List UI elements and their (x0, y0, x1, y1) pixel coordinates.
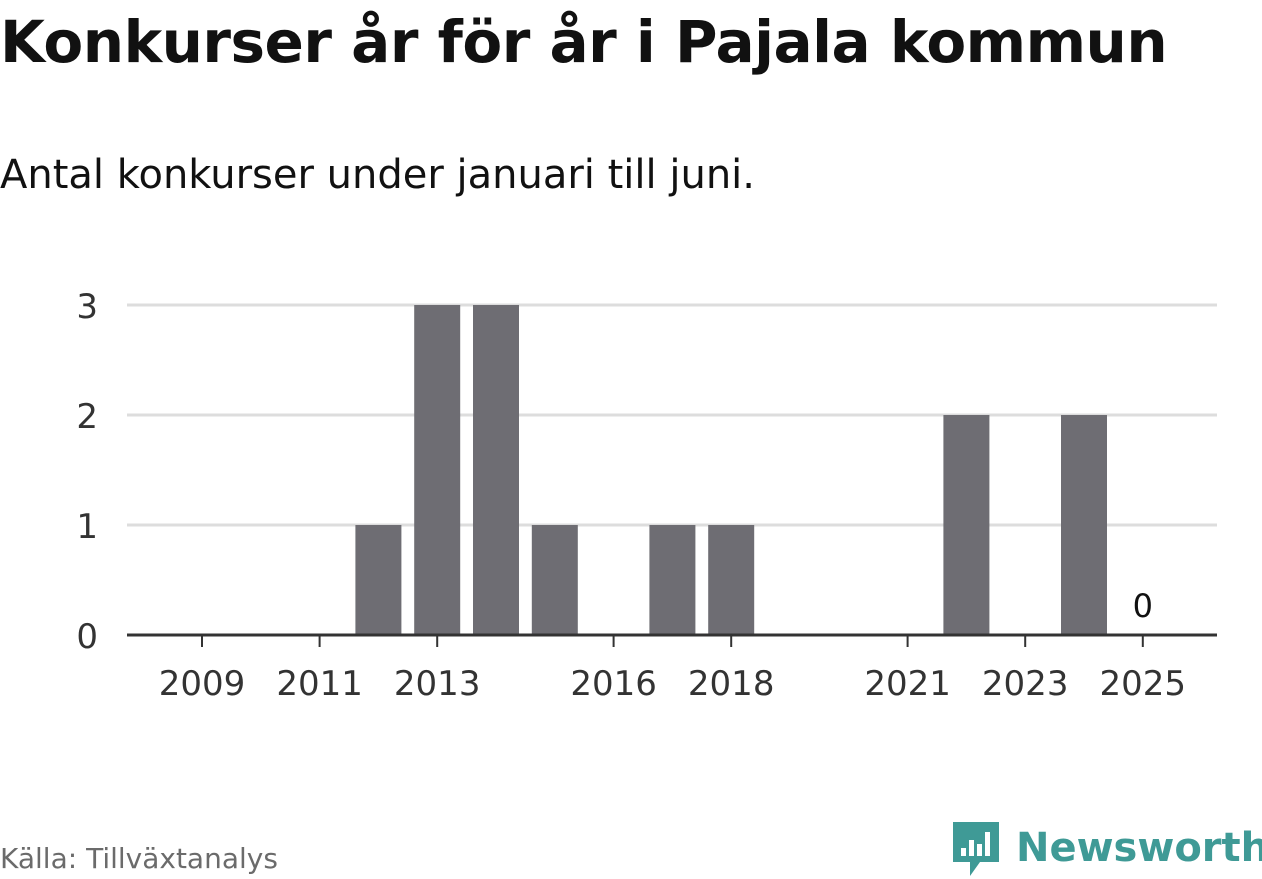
bar-2018 (708, 525, 755, 635)
x-tick-label: 2009 (159, 664, 246, 704)
gridlines (127, 303, 1217, 527)
bar-2013 (414, 305, 461, 635)
bar-2014 (473, 305, 519, 635)
y-axis-ticks: 0 1 2 3 (76, 287, 98, 657)
chart-title: Konkurser år för år i Pajala kommun (0, 8, 1168, 76)
x-tick-label: 2025 (1100, 664, 1187, 704)
y-tick-label: 1 (76, 507, 98, 547)
bars (355, 305, 1107, 635)
y-tick-label: 2 (76, 397, 98, 437)
y-tick-label: 3 (76, 287, 98, 327)
bar-2012 (355, 525, 402, 635)
x-tick-label: 2016 (570, 664, 657, 704)
x-tick-label: 2023 (982, 664, 1069, 704)
x-axis-ticks: 2009 2011 2013 2016 2018 2021 2023 2025 (159, 635, 1186, 704)
bar-2015 (531, 525, 578, 635)
x-tick-label: 2021 (864, 664, 951, 704)
bar-2024 (1061, 415, 1107, 635)
brand-name: Newsworthy (1016, 825, 1262, 871)
newsworthy-logo-icon (953, 822, 999, 876)
x-tick-label: 2011 (276, 664, 363, 704)
source-note: Källa: Tillväxtanalys (0, 842, 278, 875)
x-tick-label: 2018 (688, 664, 775, 704)
bar-2017 (649, 525, 696, 635)
y-tick-label: 0 (76, 617, 98, 657)
data-labels: 0 (1133, 587, 1153, 625)
bar-2022 (943, 415, 990, 635)
x-tick-label: 2013 (394, 664, 481, 704)
chart-subtitle: Antal konkurser under januari till juni. (0, 152, 755, 198)
data-label: 0 (1133, 587, 1153, 625)
newsworthy-logo[interactable]: Newsworthy (950, 818, 1262, 878)
